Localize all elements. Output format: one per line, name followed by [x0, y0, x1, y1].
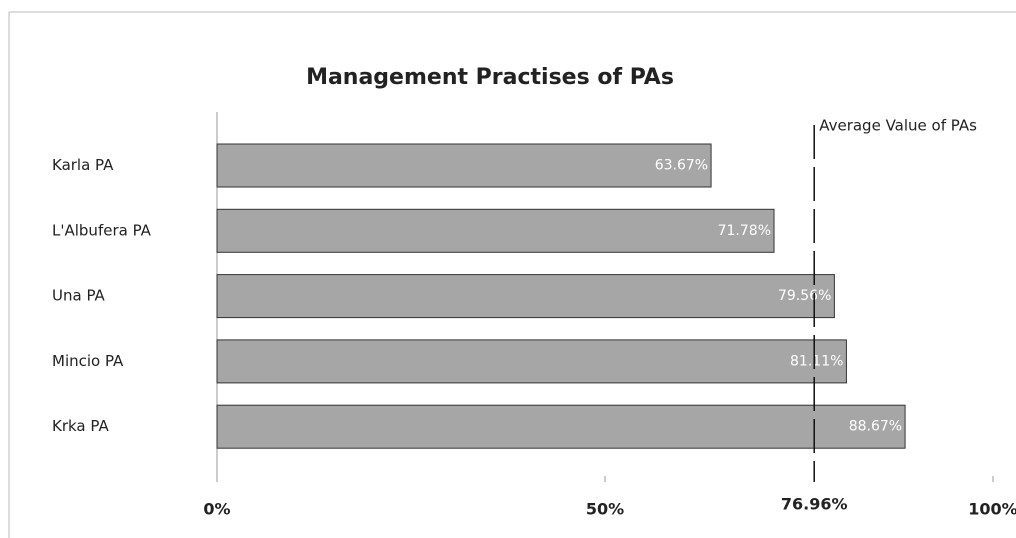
value-label: 88.67% [849, 419, 902, 435]
average-name: Average Value of PAs [819, 117, 977, 135]
x-tick-label: 100% [968, 500, 1016, 519]
y-tick-label: Krka PA [52, 417, 109, 435]
y-tick-label: Karla PA [52, 156, 114, 174]
value-label: 71.78% [718, 223, 771, 239]
average-label: 76.96% [781, 495, 848, 514]
bar [216, 143, 712, 188]
bar [216, 404, 906, 449]
x-tick-label: 50% [586, 500, 624, 519]
bar [216, 274, 835, 319]
value-label: 79.56% [778, 288, 831, 304]
value-label: 81.11% [790, 353, 843, 369]
bar [216, 208, 775, 253]
y-tick-label: Una PA [52, 287, 106, 305]
chart-title: Management Practises of PAs [306, 65, 674, 90]
y-tick-label: L'Albufera PA [52, 221, 152, 239]
value-label: 63.67% [655, 158, 708, 174]
bar [216, 339, 847, 384]
x-tick-label: 0% [203, 500, 230, 519]
y-tick-label: Mincio PA [52, 352, 124, 370]
